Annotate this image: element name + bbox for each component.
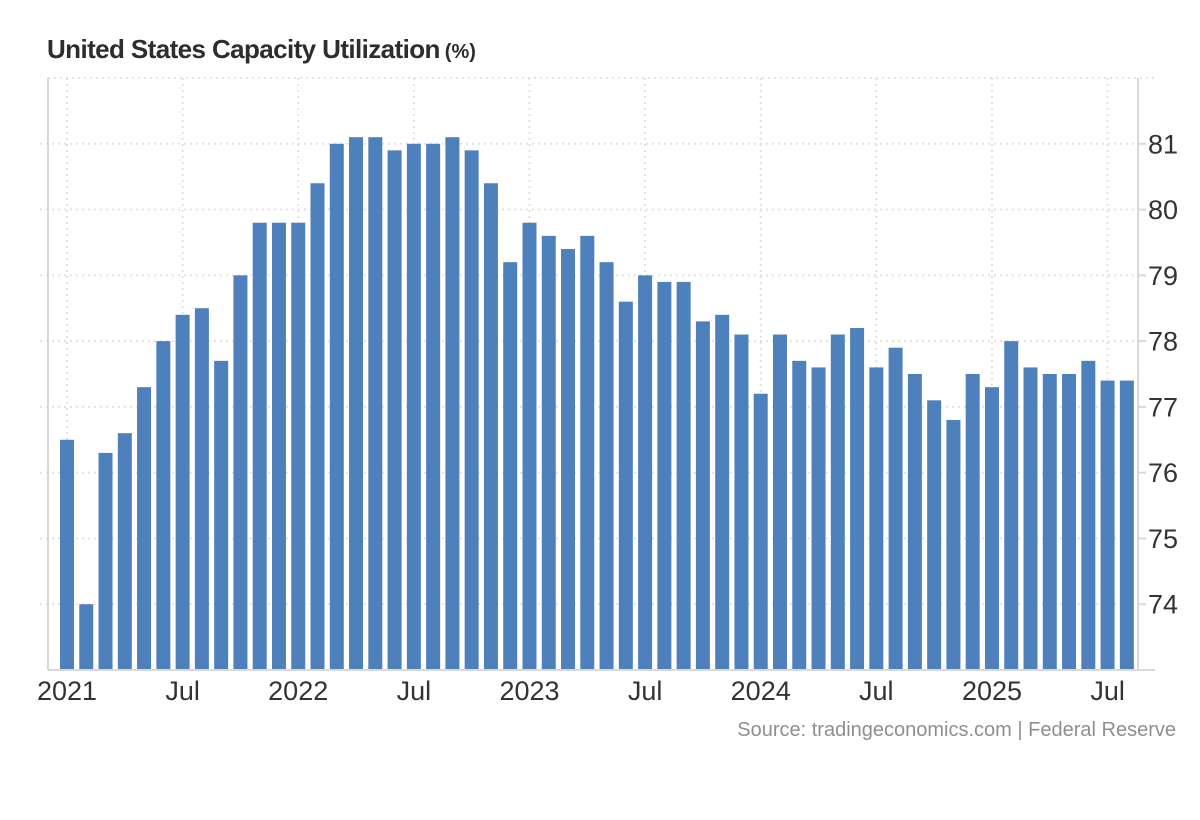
bar[interactable]	[1081, 360, 1096, 670]
bar[interactable]	[310, 183, 325, 671]
bar[interactable]	[541, 235, 556, 670]
source-attribution: Source: tradingeconomics.com | Federal R…	[737, 719, 1176, 741]
bar[interactable]	[907, 374, 922, 670]
bar[interactable]	[329, 143, 344, 670]
bar[interactable]	[137, 387, 152, 670]
bar[interactable]	[715, 314, 730, 670]
bar[interactable]	[753, 393, 768, 670]
bar[interactable]	[503, 262, 518, 670]
x-tick-label: Jul	[165, 676, 200, 706]
y-tick-label: 77	[1148, 392, 1178, 422]
bar[interactable]	[349, 137, 364, 670]
bar[interactable]	[830, 334, 845, 670]
bar[interactable]	[984, 387, 999, 670]
bar[interactable]	[426, 143, 441, 670]
x-tick-label: 2025	[962, 676, 1022, 706]
bar[interactable]	[233, 275, 248, 670]
y-tick-label: 76	[1148, 458, 1178, 488]
bar[interactable]	[175, 314, 190, 670]
y-tick-label: 78	[1148, 327, 1178, 357]
bar[interactable]	[850, 327, 865, 670]
bar[interactable]	[194, 308, 209, 670]
bar[interactable]	[657, 281, 672, 670]
x-tick-label: 2022	[268, 676, 328, 706]
bar[interactable]	[464, 150, 479, 671]
bar[interactable]	[618, 301, 633, 670]
bar[interactable]	[1023, 367, 1038, 670]
bar[interactable]	[79, 604, 94, 670]
y-tick-label: 79	[1148, 261, 1178, 291]
bar[interactable]	[214, 360, 229, 670]
bar[interactable]	[888, 347, 903, 670]
chart-title-text: United States Capacity Utilization	[47, 34, 440, 64]
x-tick-label: Jul	[1090, 676, 1125, 706]
x-tick-label: 2024	[731, 676, 791, 706]
bar[interactable]	[1004, 341, 1019, 670]
bar[interactable]	[1042, 374, 1057, 670]
y-tick-label: 74	[1148, 590, 1178, 620]
chart-title: United States Capacity Utilization (%)	[47, 34, 476, 65]
bar[interactable]	[676, 281, 691, 670]
bar[interactable]	[869, 367, 884, 670]
bar[interactable]	[965, 374, 980, 670]
bar[interactable]	[156, 341, 171, 670]
bar[interactable]	[406, 143, 421, 670]
bar[interactable]	[117, 433, 132, 670]
bar[interactable]	[638, 275, 653, 670]
chart-title-unit: (%)	[444, 41, 476, 63]
bar[interactable]	[946, 420, 961, 670]
x-tick-label: Jul	[628, 676, 663, 706]
bar[interactable]	[1119, 380, 1134, 670]
bar[interactable]	[792, 360, 807, 670]
bar[interactable]	[271, 222, 286, 670]
bar[interactable]	[387, 150, 402, 671]
bar[interactable]	[927, 400, 942, 670]
bar[interactable]	[483, 183, 498, 671]
bar[interactable]	[561, 249, 576, 670]
x-tick-label: Jul	[859, 676, 894, 706]
x-tick-label: 2021	[37, 676, 97, 706]
y-tick-label: 80	[1148, 195, 1178, 225]
bar[interactable]	[98, 452, 113, 670]
bar[interactable]	[445, 137, 460, 670]
bar[interactable]	[252, 222, 267, 670]
bar[interactable]	[522, 222, 537, 670]
x-tick-label: Jul	[397, 676, 432, 706]
bar[interactable]	[60, 439, 74, 670]
bar[interactable]	[1100, 380, 1115, 670]
bar[interactable]	[734, 334, 749, 670]
x-tick-label: 2023	[499, 676, 559, 706]
y-tick-label: 81	[1148, 129, 1178, 159]
bar[interactable]	[599, 262, 614, 670]
bar[interactable]	[1062, 374, 1077, 670]
bar[interactable]	[368, 137, 383, 670]
bar[interactable]	[291, 222, 306, 670]
bar[interactable]	[695, 321, 710, 670]
y-tick-label: 75	[1148, 524, 1178, 554]
bar[interactable]	[811, 367, 826, 670]
bar[interactable]	[772, 334, 787, 670]
bar[interactable]	[580, 235, 595, 670]
